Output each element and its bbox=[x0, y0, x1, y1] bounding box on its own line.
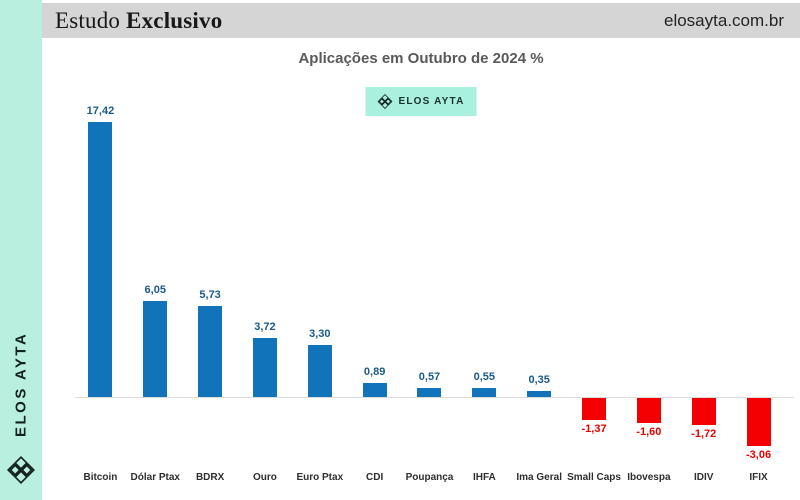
value-label: 3,72 bbox=[254, 321, 276, 334]
category-label: Small Caps bbox=[567, 472, 621, 483]
chart-column: 0,89 CDI bbox=[347, 120, 402, 500]
zero-baseline bbox=[75, 397, 794, 398]
value-label: 5,73 bbox=[199, 289, 221, 302]
bar-euro-ptax bbox=[307, 344, 332, 397]
category-label: Ima Geral bbox=[516, 472, 562, 483]
chart-column: 3,72 Ouro bbox=[238, 120, 293, 500]
badge-weave-icon bbox=[378, 94, 393, 109]
category-label: Dólar Ptax bbox=[130, 472, 180, 483]
chart-column: 6,05 Dólar Ptax bbox=[128, 120, 183, 500]
bar-ifix bbox=[746, 398, 771, 447]
value-label: 0,89 bbox=[363, 365, 386, 378]
chart-column: 5,73 BDRX bbox=[183, 120, 238, 500]
value-label: -1,60 bbox=[636, 426, 662, 439]
bar-ouro bbox=[252, 338, 277, 397]
chart-column: 0,55 IHFA bbox=[457, 120, 512, 500]
value-label: 6,05 bbox=[144, 284, 166, 297]
bar-cdi bbox=[362, 382, 387, 397]
value-label: 3,30 bbox=[309, 327, 331, 340]
category-label: IFIX bbox=[749, 472, 768, 483]
value-label: 17,42 bbox=[86, 104, 115, 117]
category-label: IDIV bbox=[693, 472, 714, 483]
category-label: Bitcoin bbox=[83, 472, 118, 483]
website-url: elosayta.com.br bbox=[664, 10, 784, 30]
chart-column: -1,72 IDIV bbox=[676, 120, 731, 500]
value-label: 0,57 bbox=[418, 370, 441, 383]
chart-column: 0,35 Ima Geral bbox=[512, 120, 567, 500]
chart-column: -1,60 Ibovespa bbox=[621, 120, 676, 500]
category-label: Ibovespa bbox=[627, 472, 671, 483]
elos-ayta-badge: ELOS AYTA bbox=[365, 87, 477, 116]
bar-idiv bbox=[691, 398, 716, 426]
main-area: Estudo Exclusivo elosayta.com.br Aplicaç… bbox=[42, 0, 800, 500]
value-label: -1,72 bbox=[691, 428, 717, 441]
bar-bitcoin bbox=[88, 121, 113, 397]
value-label: -3,06 bbox=[746, 449, 772, 462]
sidebar-brand-text: ELOS AYTA bbox=[12, 331, 30, 437]
chart-column: 3,30 Euro Ptax bbox=[292, 120, 347, 500]
bar-ihfa bbox=[472, 388, 497, 397]
category-label: Euro Ptax bbox=[296, 472, 344, 483]
value-label: 0,35 bbox=[528, 374, 550, 387]
category-label: CDI bbox=[366, 472, 384, 483]
study-title-regular: Estudo bbox=[55, 7, 127, 33]
chart-column: -1,37 Small Caps bbox=[567, 120, 622, 500]
chart-column: 17,42 Bitcoin bbox=[73, 105, 128, 500]
chart-title: Aplicações em Outubro de 2024 % bbox=[298, 50, 544, 67]
category-label: BDRX bbox=[195, 472, 225, 483]
bar-poupança bbox=[417, 387, 442, 397]
category-label: Ouro bbox=[253, 472, 277, 483]
elos-ayta-weave-icon bbox=[7, 456, 35, 484]
header-band: Estudo Exclusivo elosayta.com.br bbox=[42, 3, 800, 38]
bar-small-caps bbox=[582, 398, 607, 420]
study-title-bold: Exclusivo bbox=[126, 7, 223, 33]
left-sidebar: ELOS AYTA bbox=[0, 0, 42, 500]
value-label: -1,37 bbox=[581, 422, 607, 435]
bar-bdrx bbox=[198, 306, 223, 397]
category-label: IHFA bbox=[472, 472, 496, 483]
chart-column: -3,06 IFIX bbox=[731, 120, 786, 500]
bar-chart: 17,42 Bitcoin 6,05 Dólar Ptax 5,73 BDRX 3,72 Ou… bbox=[73, 105, 794, 500]
value-label: 0,55 bbox=[473, 371, 496, 384]
category-label: Poupança bbox=[405, 472, 454, 483]
chart-column: 0,57 Poupança bbox=[402, 120, 457, 500]
bar-ima-geral bbox=[527, 391, 552, 397]
bar-ibovespa bbox=[636, 398, 661, 424]
study-title: Estudo Exclusivo bbox=[55, 8, 222, 34]
badge-label: ELOS AYTA bbox=[398, 96, 465, 107]
bar-dólar-ptax bbox=[143, 301, 168, 397]
